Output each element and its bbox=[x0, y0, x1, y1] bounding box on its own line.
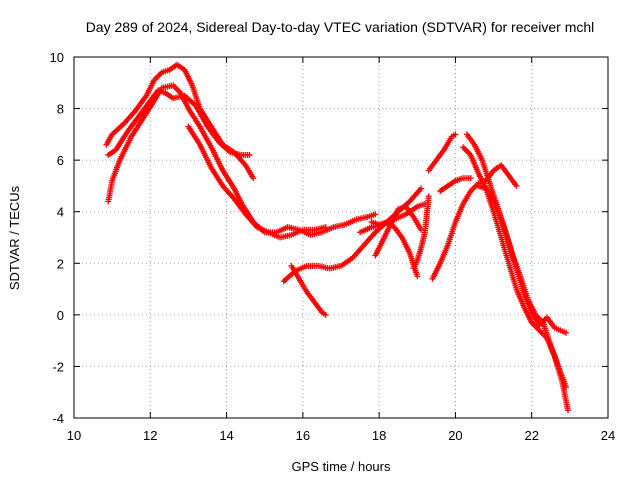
series-track-1 bbox=[102, 61, 257, 182]
x-tick-label: 14 bbox=[219, 428, 233, 443]
y-tick-label: 6 bbox=[57, 153, 64, 168]
x-tick-label: 16 bbox=[296, 428, 310, 443]
x-tick-label: 22 bbox=[524, 428, 538, 443]
y-tick-label: 4 bbox=[57, 205, 64, 220]
x-axis-label: GPS time / hours bbox=[292, 459, 391, 474]
y-tick-label: 0 bbox=[57, 308, 64, 323]
x-tick-label: 24 bbox=[601, 428, 615, 443]
x-tick-label: 12 bbox=[143, 428, 157, 443]
y-axis-label: SDTVAR / TECUs bbox=[7, 185, 22, 290]
y-tick-label: -2 bbox=[52, 359, 64, 374]
series-track-12 bbox=[425, 130, 460, 175]
series-layer bbox=[102, 61, 572, 414]
y-tick-label: -4 bbox=[52, 411, 64, 426]
plot-frame bbox=[73, 56, 609, 419]
chart-title: Day 289 of 2024, Sidereal Day-to-day VTE… bbox=[86, 19, 595, 35]
grid bbox=[74, 57, 608, 418]
x-tick-label: 20 bbox=[448, 428, 462, 443]
y-tick-label: 8 bbox=[57, 102, 64, 117]
y-tick-label: 2 bbox=[57, 256, 64, 271]
y-tick-label: 10 bbox=[50, 50, 64, 65]
x-tick-label: 18 bbox=[372, 428, 386, 443]
x-tick-label: 10 bbox=[67, 428, 81, 443]
series-track-6 bbox=[287, 262, 330, 319]
